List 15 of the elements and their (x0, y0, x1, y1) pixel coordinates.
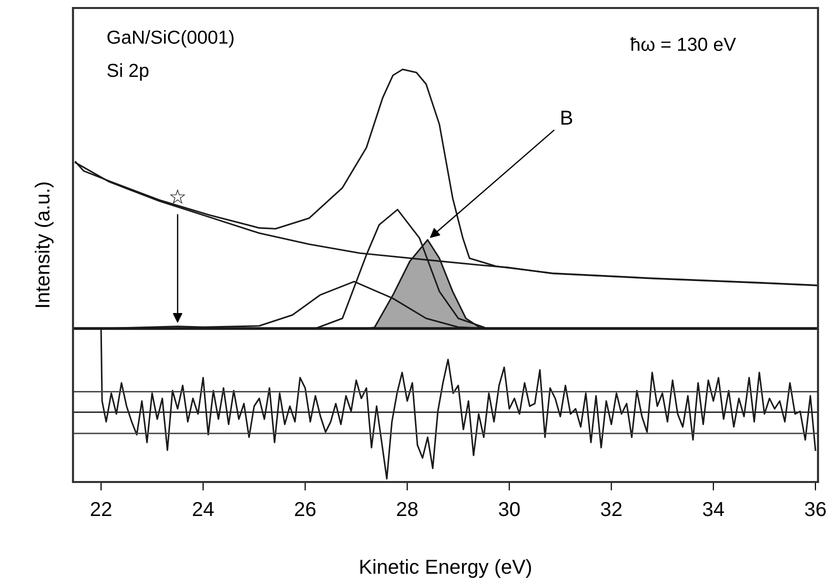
x-tick-label: 30 (498, 502, 520, 516)
annotation: ☆ (170, 189, 186, 204)
x-axis-title: Kinetic Energy (eV) (360, 559, 531, 578)
text: ħω = 130 eV (630, 37, 736, 51)
x-tick-label: 32 (600, 502, 622, 516)
annotation: B (561, 110, 572, 125)
x-tick-label: 22 (90, 502, 112, 516)
y-axis-title: Intensity (a.u.) (34, 182, 54, 307)
x-tick-label: 26 (294, 502, 316, 516)
x-tick-label: 28 (397, 502, 418, 516)
text: GaN/SiC(0001) (107, 30, 234, 48)
x-tick-label: 34 (702, 502, 724, 516)
annotation: Si 2p (107, 63, 148, 81)
x-tick-label: 24 (192, 502, 214, 516)
x-tick-label: 36 (805, 502, 826, 516)
